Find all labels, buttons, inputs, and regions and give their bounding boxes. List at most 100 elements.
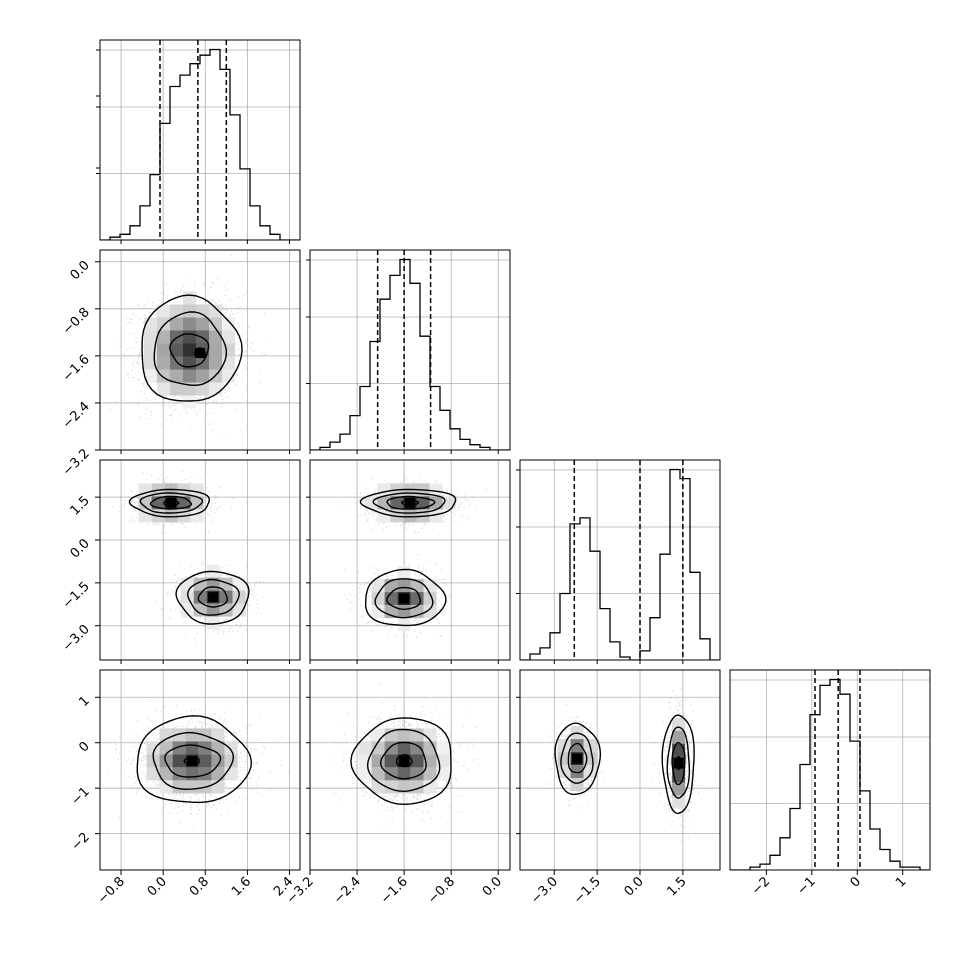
density-cell [138,509,152,523]
density-cell [423,767,437,781]
contour-4-0-1 [366,728,441,793]
density-cell [232,577,246,591]
pair-panel-p1-p2 [309,459,511,661]
density-cell [423,605,437,619]
density-core [399,755,410,766]
density-cell [371,767,385,781]
density-cell [397,566,411,580]
density-cell [170,317,183,331]
y-tick-label-p2-1: −1.5 [60,579,93,612]
density-cell [672,717,686,731]
density-cell [423,728,437,742]
x-tick-label-p0-1: 0.0 [145,874,170,899]
x-tick-label-p0-2: 0.8 [187,874,212,899]
density-cell [397,618,411,632]
density-cells-4-0 [358,728,450,794]
contour-5-0-3 [573,753,581,764]
density-cell [224,741,238,755]
contour-4-0-3 [395,753,413,768]
density-cell [198,767,212,781]
density-cell [146,741,160,755]
density-cell [209,317,222,331]
contour-2-0-3 [400,499,420,506]
density-cell [429,483,443,497]
density-cell [159,767,173,781]
contour-3-0-0 [136,715,253,804]
pair-clip-p2-p3 [520,670,720,870]
density-cell [157,382,170,396]
density-cell [157,317,170,331]
histogram-step-p1 [310,258,510,450]
density-cell [159,780,173,794]
pair-clip-p1-p3 [310,670,510,870]
density-cell [397,728,411,742]
y-tick-label-p3-0: −2 [69,830,93,854]
pair-p1-p2-frame [309,459,511,661]
density-cell [206,616,220,630]
density-cells-5-1 [672,717,686,809]
contour-0-0-3 [193,347,207,359]
density-cell [183,317,196,331]
density-cells-0-0 [144,291,235,409]
contour-1-1-3 [207,593,218,601]
density-cell [410,754,424,768]
density-cell [209,304,222,318]
density-cell [397,579,411,593]
x-tick-label-p2-3: 1.5 [664,874,689,899]
density-cell [144,330,157,344]
density-cell [211,728,225,742]
density-core [208,592,219,603]
density-cell [429,509,443,523]
density-cell [371,728,385,742]
density-cell [371,741,385,755]
histogram-step-p2 [520,468,720,660]
contour-2-1-1 [374,578,434,619]
pair-clip-p0-p2 [100,460,300,660]
density-cell [570,765,584,779]
density-cell [397,780,411,794]
contour-1-1-0 [175,570,250,625]
density-cell [377,483,391,497]
density-cell [172,728,186,742]
contour-1-0-0 [128,488,211,518]
x-tick-label-p3-2: 0 [848,874,864,890]
y-tick-label-p1-3: −0.8 [60,305,93,338]
density-cell [185,767,199,781]
density-cell [384,767,398,781]
y-axis-p3: −2 −1 0 1 [69,693,520,854]
density-core [673,758,684,769]
histogram-clip-p2 [520,460,720,660]
density-cell [423,780,437,794]
histogram-panel-p3 [729,669,931,871]
contour-3-0-2 [164,744,222,778]
x-tick-label-p1-1: −2.4 [331,874,364,907]
density-cell [211,754,225,768]
pair-p2-p3-frame [519,669,721,871]
x-axis-p3: −2 −1 0 1 [749,870,910,898]
density-cell [183,369,196,383]
contour-5-1-1 [666,726,691,799]
y-tick-label-p2-0: −3.0 [60,622,93,655]
density-cell [423,754,437,768]
density-cell [183,356,196,370]
density-cell [209,382,222,396]
contour-2-0-1 [372,492,446,514]
density-cell [157,356,170,370]
density-cell [196,304,209,318]
density-cell [209,343,222,357]
density-cell [185,741,199,755]
density-cell [672,730,686,744]
density-cell [180,603,194,617]
density-cells-2-1 [371,566,437,632]
pair-panel-p2-p3 [519,669,721,871]
density-cell [190,496,204,510]
x-tick-label-p2-0: −3.0 [528,874,561,907]
y-axis-p1: −3.2 −2.4 −1.6 −0.8 0.0 [60,258,100,479]
histogram-step-p0 [100,48,300,240]
density-cell [570,739,584,753]
density-core [195,347,205,358]
density-cell [183,304,196,318]
density-cell [185,728,199,742]
density-cell [180,590,194,604]
density-cell [193,590,207,604]
